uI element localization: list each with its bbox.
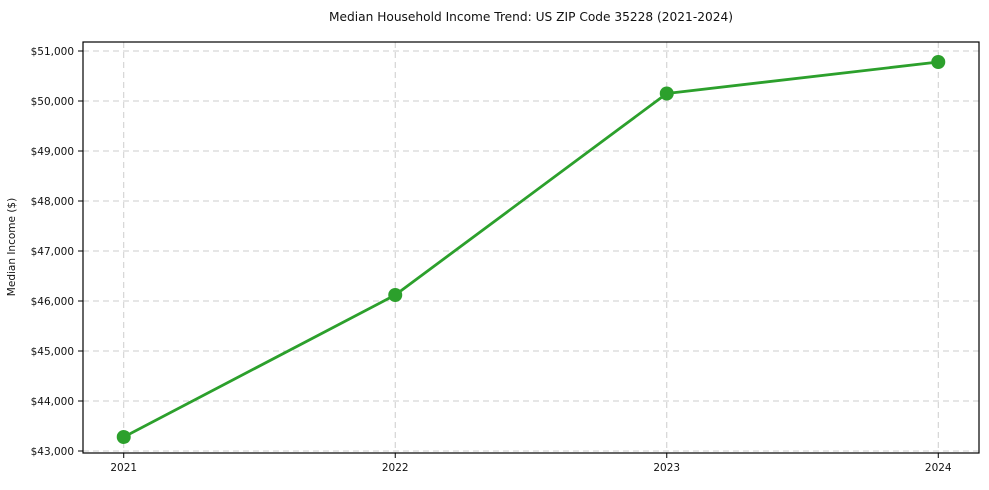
y-tick-label: $50,000 bbox=[31, 96, 74, 108]
y-tick-label: $49,000 bbox=[31, 146, 74, 158]
y-tick-label: $43,000 bbox=[31, 446, 74, 458]
x-tick-label: 2023 bbox=[653, 462, 680, 474]
y-tick-label: $45,000 bbox=[31, 346, 74, 358]
y-tick-label: $51,000 bbox=[31, 46, 74, 58]
y-tick-label: $46,000 bbox=[31, 296, 74, 308]
x-tick-label: 2022 bbox=[382, 462, 409, 474]
x-tick-label: 2021 bbox=[110, 462, 137, 474]
y-tick-label: $48,000 bbox=[31, 196, 74, 208]
trend-line bbox=[122, 60, 940, 439]
plot-frame bbox=[82, 41, 980, 454]
data-point-2024 bbox=[931, 55, 946, 69]
y-tick-label: $44,000 bbox=[31, 396, 74, 408]
data-point-2021 bbox=[116, 430, 131, 444]
data-point-2022 bbox=[388, 288, 403, 302]
x-tick-label: 2024 bbox=[925, 462, 952, 474]
y-axis-label: Median Income ($) bbox=[6, 198, 18, 296]
data-point-2023 bbox=[659, 86, 674, 101]
y-tick-label: $47,000 bbox=[31, 246, 74, 258]
chart-title: Median Household Income Trend: US ZIP Co… bbox=[329, 10, 733, 24]
